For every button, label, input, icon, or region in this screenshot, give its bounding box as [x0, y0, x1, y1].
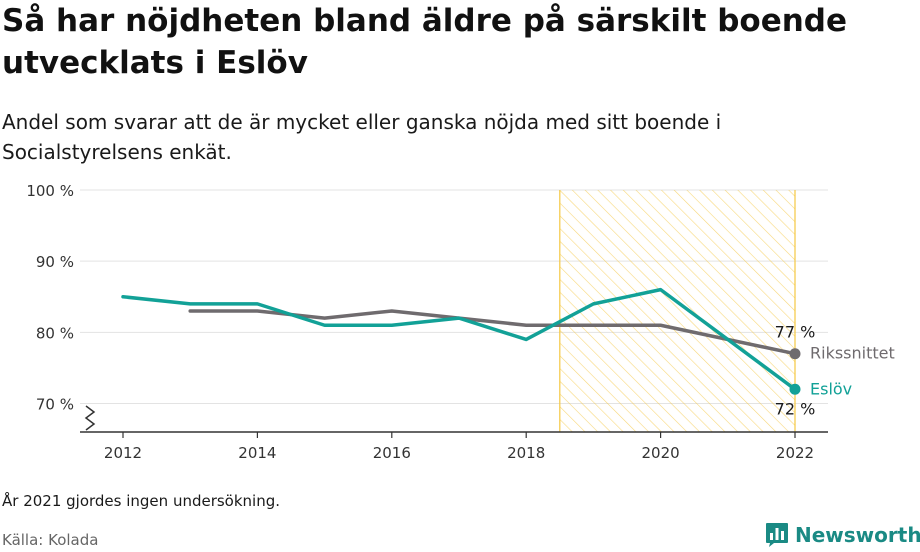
chart-title: Så har nöjdheten bland äldre på särskilt…	[2, 3, 848, 81]
series-name-label-riket: Rikssnittet	[810, 344, 895, 363]
data-label-eslov: 72 %	[775, 399, 816, 418]
x-tick-label: 2016	[373, 444, 411, 462]
series-name-label-eslov: Eslöv	[810, 379, 852, 398]
chart-subtitle: Andel som svarar att de är mycket eller …	[2, 110, 722, 164]
source-label: Källa: Kolada	[2, 531, 99, 549]
bar-chart-logo-icon	[766, 523, 788, 547]
y-tick-label: 80 %	[36, 324, 74, 342]
y-axis-break-icon	[84, 405, 96, 431]
series-line-eslov	[121, 287, 797, 392]
x-tick-label: 2020	[642, 444, 680, 462]
y-tick-label: 70 %	[36, 396, 74, 414]
footnote: År 2021 gjordes ingen undersökning.	[2, 492, 281, 510]
series-endpoint-eslov	[789, 383, 801, 395]
x-tick-label: 2022	[776, 444, 814, 462]
x-tick-label: 2018	[507, 444, 545, 462]
x-tick-label: 2012	[104, 444, 142, 462]
brand-name: Newsworthy	[795, 523, 920, 547]
x-tick-label: 2014	[238, 444, 276, 462]
y-tick-label: 100 %	[26, 182, 74, 200]
highlight-area	[559, 190, 795, 432]
series-endpoint-riket	[789, 348, 801, 360]
brand-logo[interactable]: Newsworthy	[765, 520, 920, 550]
data-label-riket: 77 %	[775, 323, 816, 342]
y-tick-label: 90 %	[36, 253, 74, 271]
